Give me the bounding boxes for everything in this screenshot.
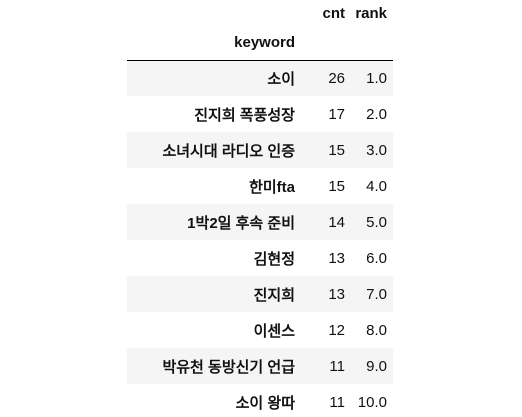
row-keyword: 박유천 동방신기 언급 <box>162 358 295 376</box>
table-row: 소이 왕따 11 10.0 <box>127 384 393 417</box>
table-row: 1박2일 후속 준비 14 5.0 <box>127 204 393 240</box>
table-row: 진지희 폭풍성장 17 2.0 <box>127 96 393 132</box>
index-name-row: keyword <box>127 26 393 60</box>
row-rank: 10.0 <box>357 393 387 411</box>
row-cnt: 15 <box>328 141 345 159</box>
index-name-keyword: keyword <box>234 34 295 52</box>
row-rank: 8.0 <box>366 321 387 339</box>
index-header-blank <box>127 0 309 26</box>
row-rank: 3.0 <box>366 141 387 159</box>
row-cnt: 12 <box>328 321 345 339</box>
table-row: 이센스 12 8.0 <box>127 312 393 348</box>
row-rank: 7.0 <box>366 285 387 303</box>
row-rank: 4.0 <box>366 177 387 195</box>
index-name-blank-cnt <box>309 26 353 60</box>
row-keyword: 소녀시대 라디오 인증 <box>162 142 295 160</box>
row-rank: 2.0 <box>366 105 387 123</box>
row-rank: 1.0 <box>366 69 387 87</box>
row-cnt: 14 <box>328 213 345 231</box>
row-rank: 6.0 <box>366 249 387 267</box>
row-keyword: 소이 <box>267 70 295 88</box>
row-keyword: 소이 왕따 <box>235 394 295 412</box>
table-row: 소이 26 1.0 <box>127 60 393 96</box>
row-cnt: 26 <box>328 69 345 87</box>
row-cnt: 13 <box>328 249 345 267</box>
column-header-rank: rank <box>355 4 387 22</box>
row-keyword: 1박2일 후속 준비 <box>187 214 295 232</box>
index-name-blank-rank <box>353 26 393 60</box>
table-row: 진지희 13 7.0 <box>127 276 393 312</box>
row-cnt: 11 <box>329 393 345 411</box>
column-header-row: cnt rank <box>127 0 393 26</box>
dataframe-table: cnt rank keyword 소이 26 1.0 진지희 폭풍성장 17 2… <box>127 0 393 417</box>
row-cnt: 13 <box>328 285 345 303</box>
table-row: 소녀시대 라디오 인증 15 3.0 <box>127 132 393 168</box>
row-rank: 5.0 <box>366 213 387 231</box>
row-rank: 9.0 <box>366 357 387 375</box>
column-header-cnt: cnt <box>322 4 346 22</box>
table-row: 박유천 동방신기 언급 11 9.0 <box>127 348 393 384</box>
row-cnt: 11 <box>329 357 345 375</box>
table-row: 김현정 13 6.0 <box>127 240 393 276</box>
row-keyword: 한미fta <box>249 178 295 196</box>
table-row: 한미fta 15 4.0 <box>127 168 393 204</box>
row-keyword: 진지희 폭풍성장 <box>194 106 295 124</box>
row-cnt: 17 <box>328 105 345 123</box>
row-keyword: 김현정 <box>253 250 295 268</box>
row-keyword: 진지희 <box>253 286 295 304</box>
row-cnt: 15 <box>328 177 345 195</box>
row-keyword: 이센스 <box>253 322 295 340</box>
